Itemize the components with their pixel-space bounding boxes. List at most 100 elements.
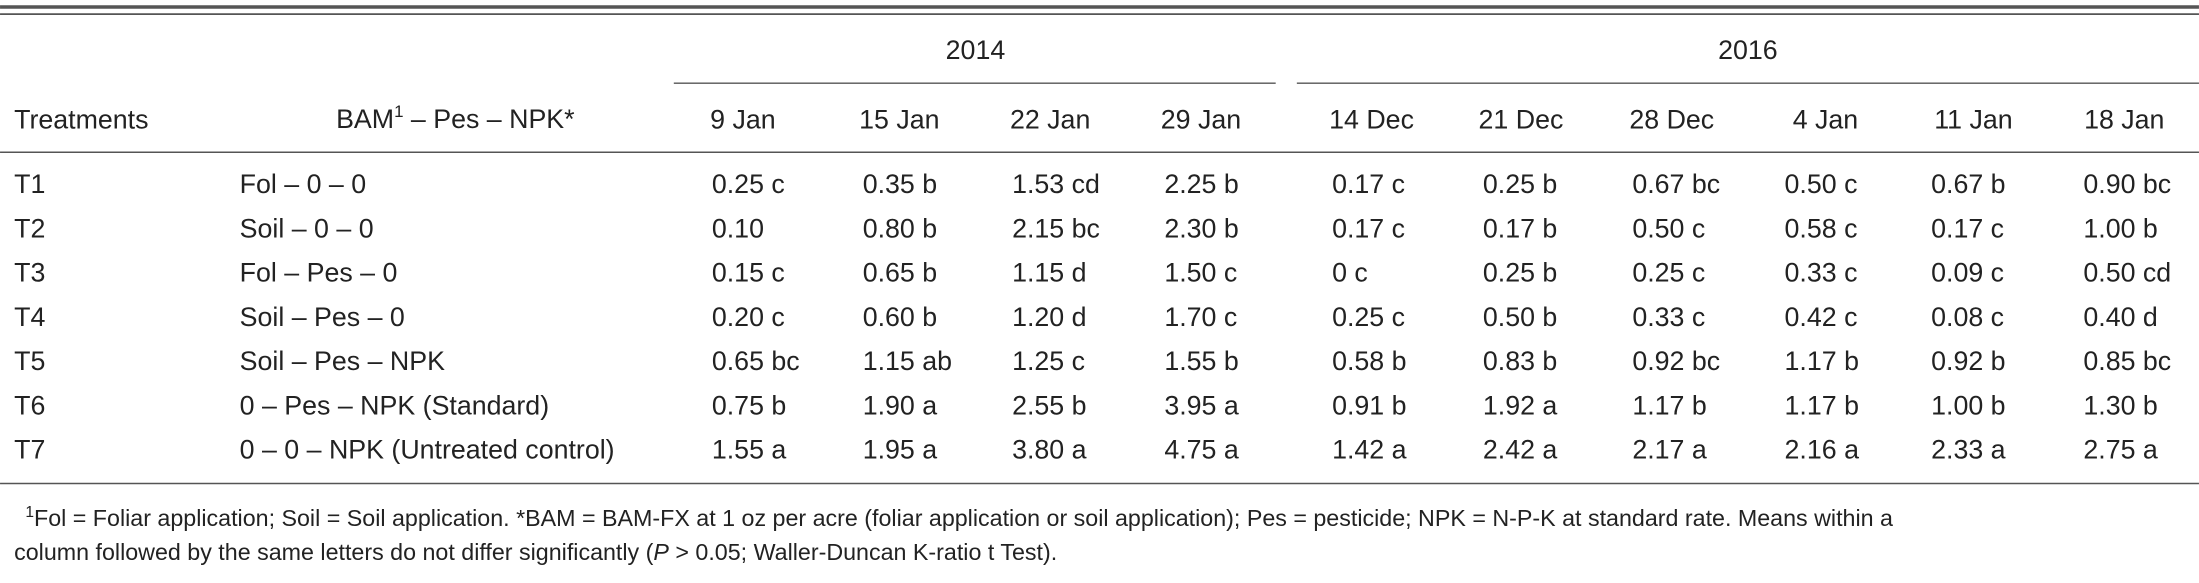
cell: 0.91 b bbox=[1332, 390, 1406, 420]
cell: 3.95 a bbox=[1164, 390, 1239, 420]
cell: 0.35 b bbox=[863, 169, 937, 199]
cell: 1.50 c bbox=[1164, 258, 1237, 288]
cell: 3.80 a bbox=[1012, 435, 1087, 465]
column-header: 21 Dec bbox=[1479, 104, 1564, 134]
cell: 0.25 c bbox=[1632, 258, 1705, 288]
cell: 1.00 b bbox=[1931, 390, 2005, 420]
column-header: 29 Jan bbox=[1161, 104, 1241, 134]
cell: 1.95 a bbox=[863, 435, 938, 465]
cell: 1.25 c bbox=[1012, 346, 1085, 376]
column-header: 14 Dec bbox=[1329, 104, 1414, 134]
cell: 2.75 a bbox=[2083, 435, 2158, 465]
cell: 1.92 a bbox=[1483, 390, 1558, 420]
row-label: T7 bbox=[14, 435, 45, 465]
footnote: column followed by the same letters do n… bbox=[14, 539, 1057, 565]
cell: 0.10 bbox=[712, 213, 764, 243]
cell: 0.25 c bbox=[1332, 302, 1405, 332]
cell: 1.53 cd bbox=[1012, 169, 1100, 199]
cell: 2.55 b bbox=[1012, 390, 1086, 420]
cell: 0.33 c bbox=[1785, 258, 1858, 288]
treatment: Soil – 0 – 0 bbox=[240, 213, 374, 243]
column-header: Treatments bbox=[14, 104, 148, 134]
row-label: T3 bbox=[14, 258, 45, 288]
footnote-text: P bbox=[653, 539, 669, 565]
cell: 2.33 a bbox=[1931, 435, 2006, 465]
cell: 1.42 a bbox=[1332, 435, 1407, 465]
cell: 0.58 b bbox=[1332, 346, 1406, 376]
header-text: – Pes – NPK* bbox=[403, 104, 574, 134]
cell: 0.60 b bbox=[863, 302, 937, 332]
cell: 0.67 bc bbox=[1632, 169, 1720, 199]
cell: 0.08 c bbox=[1931, 302, 2004, 332]
footnote-text: column followed by the same letters do n… bbox=[14, 539, 654, 565]
cell: 0.92 b bbox=[1931, 346, 2005, 376]
cell: 0.67 b bbox=[1931, 169, 2005, 199]
row-label: T4 bbox=[14, 302, 45, 332]
treatment: 0 – 0 – NPK (Untreated control) bbox=[240, 435, 615, 465]
column-header: 22 Jan bbox=[1010, 104, 1090, 134]
cell: 1.90 a bbox=[863, 390, 938, 420]
row-label: T2 bbox=[14, 213, 45, 243]
cell: 1.17 b bbox=[1785, 346, 1859, 376]
cell: 0.25 c bbox=[712, 169, 785, 199]
cell: 0.85 bc bbox=[2083, 346, 2171, 376]
cell: 2.42 a bbox=[1483, 435, 1558, 465]
cell: 0.33 c bbox=[1632, 302, 1705, 332]
cell: 1.55 b bbox=[1164, 346, 1238, 376]
cell: 1.55 a bbox=[712, 435, 787, 465]
cell: 0.50 c bbox=[1632, 213, 1705, 243]
cell: 0.83 b bbox=[1483, 346, 1557, 376]
superscript: 1 bbox=[394, 102, 403, 121]
column-header: 28 Dec bbox=[1629, 104, 1714, 134]
cell: 0.42 c bbox=[1785, 302, 1858, 332]
footnote-text: Fol = Foliar application; Soil = Soil ap… bbox=[34, 505, 1893, 531]
cell: 2.16 a bbox=[1785, 435, 1860, 465]
cell: 0.80 b bbox=[863, 213, 937, 243]
treatment: Fol – 0 – 0 bbox=[240, 169, 366, 199]
cell: 1.15 d bbox=[1012, 258, 1086, 288]
cell: 0.17 c bbox=[1332, 213, 1405, 243]
cell: 0.40 d bbox=[2083, 302, 2157, 332]
treatment: Soil – Pes – NPK bbox=[240, 346, 445, 376]
column-header: 11 Jan bbox=[1934, 104, 2012, 134]
cell: 0.90 bc bbox=[2083, 169, 2171, 199]
row-label: T1 bbox=[14, 169, 45, 199]
column-header: BAM1 – Pes – NPK* bbox=[336, 102, 575, 134]
cell: 1.15 ab bbox=[863, 346, 952, 376]
cell: 0.17 c bbox=[1931, 213, 2004, 243]
column-header: 15 Jan bbox=[859, 104, 939, 134]
row-label: T6 bbox=[14, 390, 45, 420]
cell: 1.20 d bbox=[1012, 302, 1086, 332]
cell: 1.17 b bbox=[1632, 390, 1706, 420]
cell: 0.75 b bbox=[712, 390, 786, 420]
cell: 0.25 b bbox=[1483, 169, 1557, 199]
cell: 2.30 b bbox=[1164, 213, 1238, 243]
cell: 1.70 c bbox=[1164, 302, 1237, 332]
cell: 0.17 b bbox=[1483, 213, 1557, 243]
cell: 0.20 c bbox=[712, 302, 785, 332]
cell: 0 c bbox=[1332, 258, 1368, 288]
cell: 0.50 cd bbox=[2083, 258, 2171, 288]
cell: 0.50 c bbox=[1785, 169, 1858, 199]
cell: 0.09 c bbox=[1931, 258, 2004, 288]
year-header: 2016 bbox=[1718, 35, 1778, 65]
cell: 0.17 c bbox=[1332, 169, 1405, 199]
cell: 4.75 a bbox=[1164, 435, 1239, 465]
year-header: 2014 bbox=[946, 35, 1006, 65]
cell: 0.92 bc bbox=[1632, 346, 1720, 376]
header-text: BAM bbox=[336, 104, 394, 134]
cell: 0.58 c bbox=[1785, 213, 1858, 243]
cell: 2.25 b bbox=[1164, 169, 1238, 199]
footnote-text: > 0.05; Waller-Duncan K-ratio t Test). bbox=[669, 539, 1057, 565]
cell: 0.50 b bbox=[1483, 302, 1557, 332]
superscript: 1 bbox=[25, 504, 34, 521]
cell: 2.17 a bbox=[1632, 435, 1707, 465]
cell: 0.15 c bbox=[712, 258, 785, 288]
column-header: 9 Jan bbox=[710, 104, 775, 134]
column-header: 18 Jan bbox=[2084, 104, 2164, 134]
cell: 2.15 bc bbox=[1012, 213, 1100, 243]
cell: 0.65 b bbox=[863, 258, 937, 288]
cell: 1.00 b bbox=[2083, 213, 2157, 243]
